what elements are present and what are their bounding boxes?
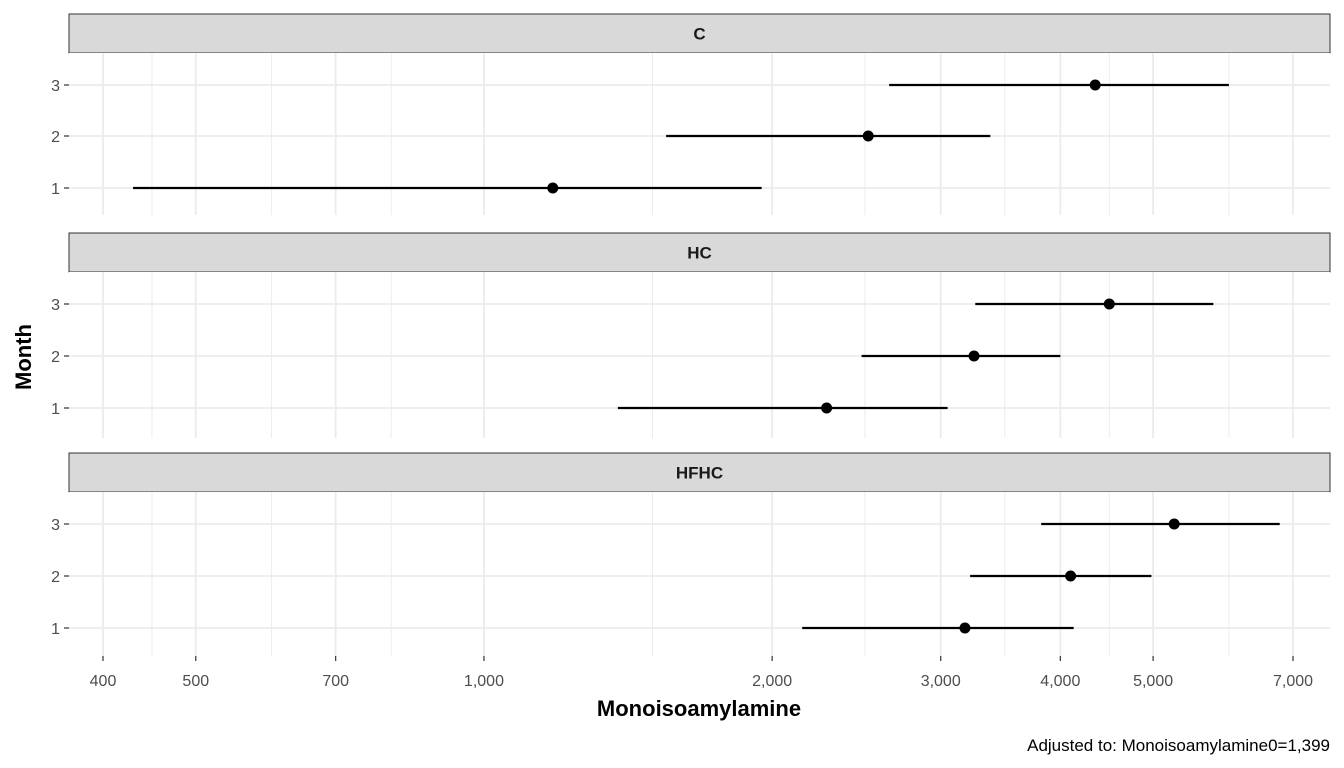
facet-hfhc: HFHC 1 2 3 (51, 452, 1331, 656)
y-tick-label: 2 (51, 349, 60, 366)
panel-background (69, 53, 1330, 215)
x-tick-label: 2,000 (752, 673, 792, 690)
y-tick-label: 2 (51, 569, 60, 586)
facet-strip-label: C (693, 25, 705, 44)
estimate-point-month-3 (1089, 79, 1101, 91)
facet-c: C 1 2 3 (51, 13, 1331, 215)
estimate-point-month-2 (1065, 570, 1077, 582)
estimate-point-month-2 (968, 350, 980, 362)
y-tick-label: 2 (51, 129, 60, 146)
estimate-point-month-2 (862, 130, 874, 142)
estimate-point-month-3 (1103, 298, 1115, 310)
panel-background (69, 492, 1330, 656)
y-tick-label: 1 (51, 401, 60, 418)
y-tick-label: 1 (51, 621, 60, 638)
facet-strip (68, 232, 1331, 273)
estimate-point-month-1 (959, 622, 971, 634)
x-tick-label: 4,000 (1040, 673, 1080, 690)
caption: Adjusted to: Monoisoamylamine0=1,399 (1027, 736, 1330, 755)
facet-hc: HC 1 2 3 (51, 232, 1331, 438)
estimate-point-month-3 (1168, 518, 1180, 530)
x-tick-label: 1,000 (464, 673, 504, 690)
y-tick-label: 3 (51, 297, 60, 314)
x-tick-label: 5,000 (1133, 673, 1173, 690)
y-tick-label: 1 (51, 181, 60, 198)
x-tick-label: 3,000 (921, 673, 961, 690)
x-tick-label: 400 (90, 673, 117, 690)
estimate-point-month-1 (547, 182, 559, 194)
panel-background (69, 272, 1330, 438)
x-tick-label: 500 (182, 673, 209, 690)
facet-panels: C 1 2 3 HC 1 2 3 HFHC 1 2 3 (51, 13, 1331, 656)
x-axis: 400 500 700 1,000 2,000 3,000 4,000 5,000 7,000 (90, 656, 1313, 690)
y-axis-title: Month (11, 324, 36, 390)
facet-strip-label: HC (687, 244, 712, 263)
x-tick-label: 7,000 (1273, 673, 1313, 690)
y-tick-label: 3 (51, 78, 60, 95)
facet-strip-label: HFHC (676, 464, 723, 483)
x-axis-title: Monoisoamylamine (597, 696, 801, 721)
y-tick-label: 3 (51, 517, 60, 534)
facet-strip (68, 452, 1331, 493)
x-tick-label: 700 (322, 673, 349, 690)
estimate-point-month-1 (821, 402, 833, 414)
facet-strip (68, 13, 1331, 54)
